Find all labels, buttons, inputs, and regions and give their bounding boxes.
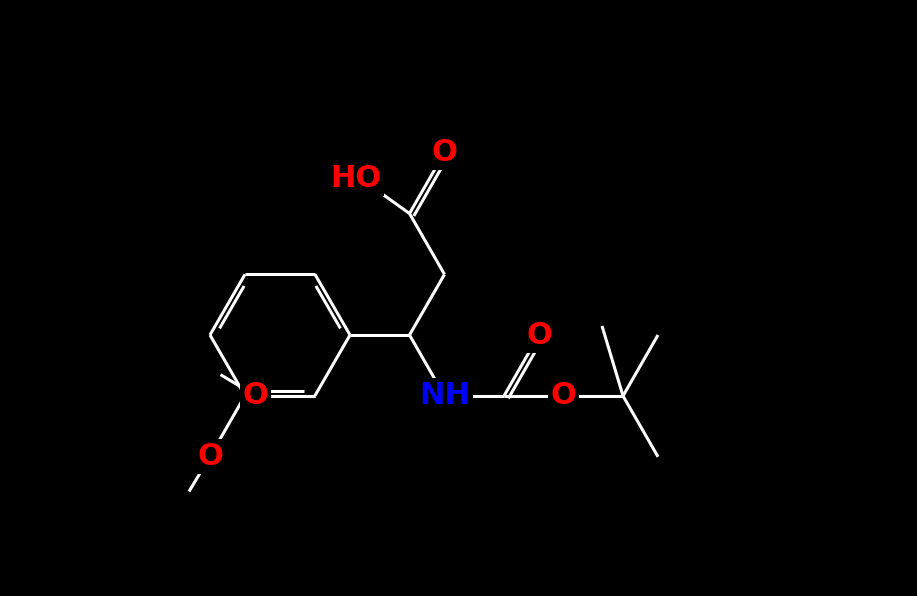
Text: O: O (197, 442, 223, 471)
Text: HO: HO (330, 164, 381, 193)
Text: NH: NH (419, 381, 470, 411)
Text: O: O (550, 381, 577, 411)
Text: O: O (432, 138, 458, 167)
Text: O: O (243, 381, 269, 410)
Text: O: O (526, 321, 552, 349)
